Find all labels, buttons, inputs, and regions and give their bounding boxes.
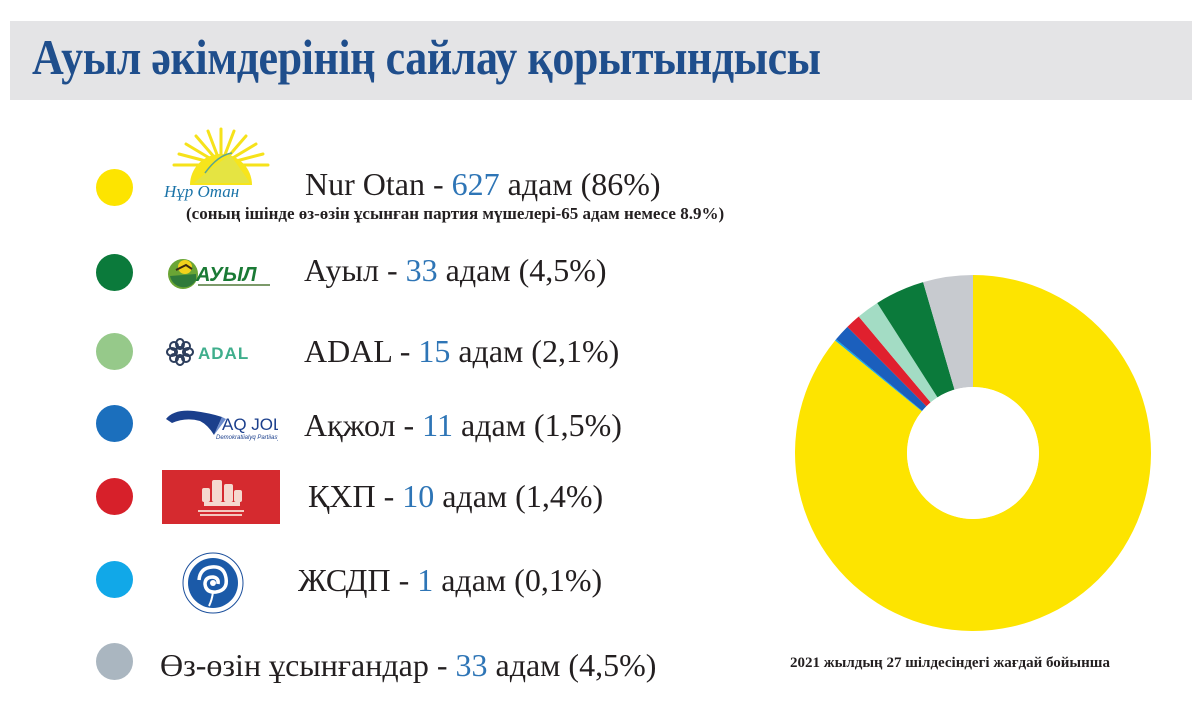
donut-slices (794, 275, 1151, 631)
nur-otan-logo-icon: Нұр Отан (163, 127, 270, 201)
chart-footnote: 2021 жылдың 27 шілдесіндегі жағдай бойын… (790, 655, 1110, 671)
donut-hole (907, 387, 1039, 519)
svg-text:ADAL: ADAL (198, 344, 249, 363)
legend-label: Nur Otan - 627 адам (86%) (305, 166, 661, 202)
adal-logo-icon: ADAL (166, 338, 249, 366)
legend-label: Өз-өзін ұсынғандар - 33 адам (4,5%) (160, 647, 657, 683)
donut-slice (835, 339, 923, 412)
donut-slice (847, 316, 931, 407)
legend-dot (96, 169, 133, 206)
donut-slice (836, 326, 927, 411)
legend-dot (96, 333, 133, 370)
legend-label: Ауыл - 33 адам (4,5%) (304, 252, 607, 288)
legend-label: ҚХП - 10 адам (1,4%) (308, 478, 604, 514)
donut-chart (794, 275, 1151, 631)
donut-slice (923, 275, 973, 390)
page-title: Ауыл әкімдерінің сайлау қорытындысы (32, 29, 821, 85)
zhsdp-logo-icon (182, 552, 244, 614)
donut-slice (877, 282, 955, 398)
legend-dot (96, 561, 133, 598)
svg-text:AQ JOL: AQ JOL (222, 415, 278, 434)
svg-text:АУЫЛ: АУЫЛ (195, 264, 258, 286)
legend-label: ЖСДП - 1 адам (0,1%) (298, 562, 603, 598)
donut-slice (858, 302, 938, 403)
qhp-logo-icon (162, 470, 280, 524)
legend-dot (96, 643, 133, 680)
legend-note: (соның ішінде өз-өзін ұсынған партия мүш… (186, 204, 725, 223)
svg-text:Demokratiialyq Partiiasy: Demokratiialyq Partiiasy (216, 435, 278, 441)
auyl-logo-icon: АУЫЛ (168, 259, 270, 289)
donut-slice (794, 275, 1151, 631)
legend-dot (96, 254, 133, 291)
legend-dot (96, 405, 133, 442)
title-bar (10, 21, 1192, 100)
legend-dot (96, 478, 133, 515)
svg-text:Нұр Отан: Нұр Отан (163, 182, 239, 201)
aqjol-logo-icon: AQ JOL Demokratiialyq Partiiasy (166, 410, 278, 441)
legend-label: Ақжол - 11 адам (1,5%) (304, 407, 622, 443)
legend-label: ADAL - 15 адам (2,1%) (304, 333, 620, 369)
